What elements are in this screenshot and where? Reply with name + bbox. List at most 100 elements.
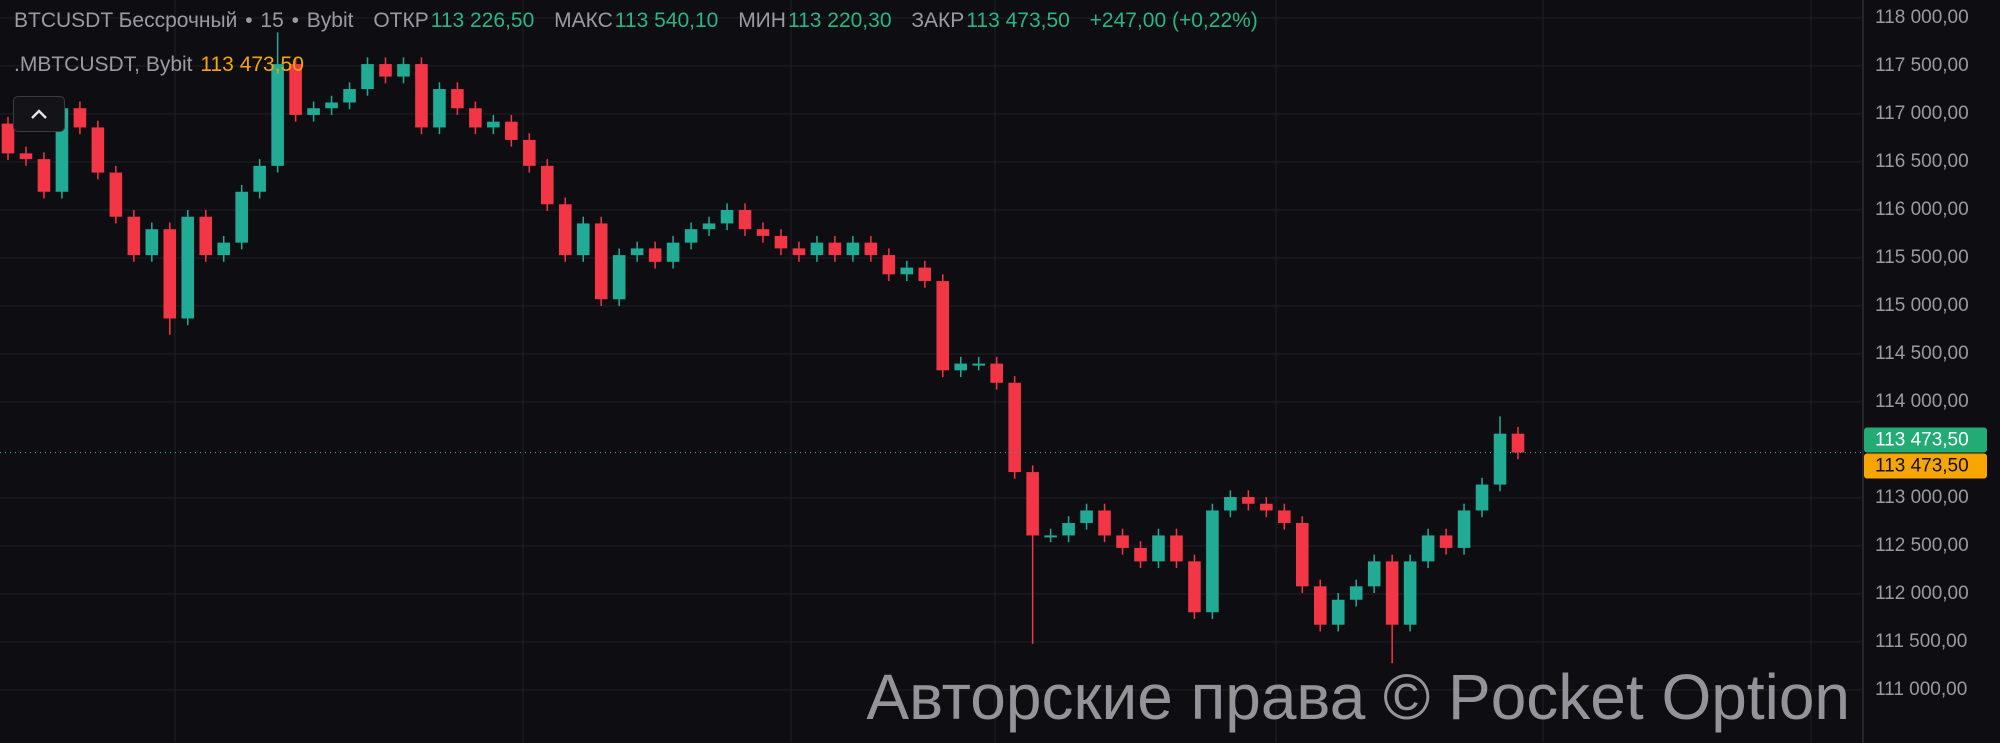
open-label: ОТКР (373, 9, 429, 32)
low-label: МИН (738, 9, 786, 32)
candle-down (540, 165, 554, 205)
candle-down (936, 281, 950, 371)
candle-up (1421, 535, 1435, 562)
candle-up (487, 121, 500, 128)
candle-up (1080, 510, 1093, 523)
candle-up (612, 255, 626, 300)
candle-up (684, 229, 698, 243)
candle-up (1493, 433, 1507, 485)
price-tick-label: 115 500,00 (1875, 247, 1969, 268)
chevron-up-icon (31, 109, 47, 119)
price-tick-label: 114 500,00 (1875, 343, 1969, 364)
price-tick-label: 118 000,00 (1875, 7, 1969, 28)
candle-up (630, 248, 644, 256)
indicator-legend: .MBTCUSDT, Bybit 113 473,50 (14, 53, 306, 77)
candle-down (1242, 497, 1255, 504)
candle-up (846, 242, 860, 256)
high-value: 113 540,10 (614, 9, 719, 32)
candle-down (828, 242, 842, 256)
price-tick-label: 114 000,00 (1875, 391, 1969, 412)
candle-down (1260, 503, 1273, 511)
indicator-value: 113 473,50 (200, 53, 304, 76)
interval: 15 (260, 9, 284, 32)
candle-up (1152, 535, 1165, 562)
candle-down (1170, 535, 1183, 562)
candle-down (1026, 472, 1039, 536)
candle-up (900, 267, 914, 275)
candle-up (1457, 510, 1471, 548)
close-value: 113 473,50 (966, 9, 1070, 32)
candle-down (19, 153, 33, 160)
candle-down (505, 121, 518, 140)
candle-up (217, 242, 231, 256)
candle-down (648, 248, 662, 262)
candle-up (720, 210, 734, 224)
collapse-legend-button[interactable] (13, 96, 65, 132)
price-tick-label: 115 000,00 (1875, 295, 1969, 316)
candle-up (666, 242, 680, 262)
candle-up (145, 229, 159, 256)
candle-up (181, 216, 195, 319)
candle-down (1098, 510, 1111, 536)
candle-down (37, 159, 51, 192)
candle-up (397, 64, 410, 77)
candle-up (1403, 561, 1417, 625)
candle-down (1, 123, 15, 154)
candle-up (1044, 535, 1057, 538)
candle-down (415, 64, 428, 128)
candle-down (379, 64, 392, 77)
candle-down (1511, 433, 1525, 453)
price-tick-label: 111 500,00 (1875, 631, 1968, 652)
open-value: 113 226,50 (430, 9, 535, 32)
candle-up (1367, 561, 1381, 587)
last-price-tag: 113 473,50 (1864, 427, 1987, 453)
candle-down (1008, 382, 1021, 473)
candle-down (289, 64, 302, 115)
candle-down (1313, 586, 1327, 625)
symbol-legend: BTCUSDT Бессрочный • 15 • Bybit ОТКР113 … (14, 9, 1260, 33)
candle-up (1475, 484, 1489, 511)
candle-up (343, 89, 356, 103)
price-tick-label: 111 000,00 (1875, 679, 1968, 700)
candle-up (1349, 586, 1363, 600)
close-label: ЗАКР (911, 9, 965, 32)
candle-down (127, 216, 141, 256)
indicator-name[interactable]: .MBTCUSDT, Bybit (14, 53, 193, 76)
candle-down (774, 235, 788, 249)
candle-up (433, 89, 446, 128)
candle-up (954, 363, 968, 371)
candle-up (702, 223, 716, 230)
candle-down (1439, 535, 1453, 548)
watermark: Авторские права © Pocket Option (866, 661, 1850, 733)
candle-down (1278, 510, 1291, 523)
candle-down (594, 223, 608, 300)
candle-down (756, 229, 770, 236)
candle-down (469, 108, 482, 128)
mark-price-tag: 113 473,50 (1864, 453, 1987, 479)
price-tick-label: 116 000,00 (1875, 199, 1969, 220)
candle-up (235, 191, 248, 243)
candle-up (576, 223, 590, 256)
candle-down (91, 127, 105, 173)
price-tick-label: 117 000,00 (1875, 103, 1969, 124)
price-tick-label: 113 000,00 (1875, 487, 1969, 508)
candle-up (1206, 510, 1219, 613)
symbol-name[interactable]: BTCUSDT Бессрочный (14, 9, 238, 32)
price-tick-label: 117 500,00 (1875, 55, 1969, 76)
candle-down (73, 108, 87, 128)
candle-down (1134, 547, 1147, 562)
candle-down (451, 89, 464, 109)
separator: • (291, 9, 299, 32)
candle-up (1224, 497, 1237, 511)
candle-down (918, 267, 932, 282)
candle-up (810, 242, 824, 256)
candle-down (1385, 561, 1399, 625)
separator: • (245, 9, 253, 32)
candle-up (361, 64, 374, 90)
candle-down (523, 139, 536, 166)
candle-up (1062, 522, 1075, 536)
candle-down (163, 229, 177, 319)
candle-down (1295, 522, 1309, 587)
candle-up (325, 102, 338, 109)
